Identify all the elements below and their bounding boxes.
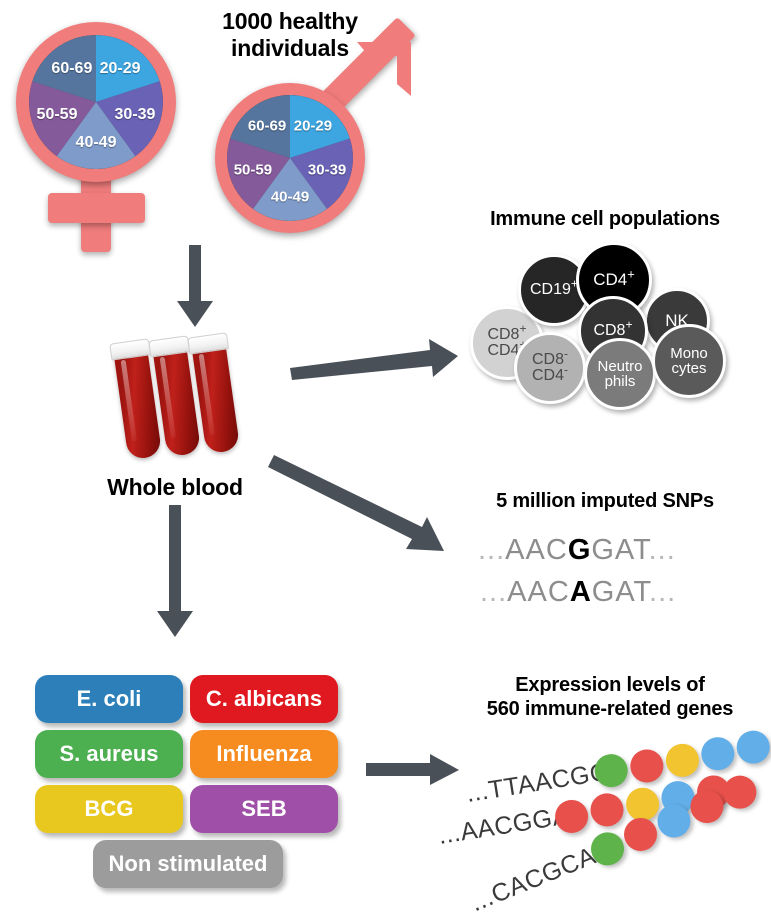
cell-cd8n-cd4n: CD8- CD4- [514,332,586,404]
snp-tail: GAT [591,576,650,608]
stimulus-e-coli[interactable]: E. coli [35,675,183,723]
snp-prefix: ... [480,576,508,608]
pie-slice-30-39 [290,138,353,209]
strand-bead [627,747,666,785]
stimulus-bcg[interactable]: BCG [35,785,183,833]
cell-label-sup1: + [627,266,635,282]
snp-variant: G [567,534,592,566]
gene-expression-strands: ...TTAACGG ...AACGGAT ...CACGCAA [436,728,771,917]
male-age-pie [227,95,353,221]
arrow-stimulation-to-expression [366,754,461,786]
cell-label-line1: CD8 [593,321,626,339]
strand-bead [698,734,737,773]
pie-slice-label-60-69: 60-69 [247,117,287,135]
pie-slice-label-50-59: 50-59 [36,105,78,123]
snps-title: 5 million imputed SNPs [496,490,714,512]
immune-cell-cluster: CD8+ CD4+ CD19+ CD4+ NK CD8+ [466,240,766,420]
stimulus-c-albicans[interactable]: C. albicans [190,675,338,723]
pie-slice-label-50-59: 50-59 [233,161,273,179]
cell-label-line1: CD4 [593,270,628,290]
stimulus-s-aureus[interactable]: S. aureus [35,730,183,778]
pie-slice-60-69 [230,95,290,158]
pie-slice-label-20-29: 20-29 [99,59,141,77]
cohort-title: 1000 healthy individuals [222,8,358,62]
female-pie-slices [29,35,163,169]
pie-slice-label-40-49: 40-49 [270,188,310,206]
arrow-cohort-to-blood [175,245,215,330]
cell-label-sup1: + [570,276,578,291]
snp-tail: GAT [591,534,649,566]
pie-slice-label-40-49: 40-49 [75,134,117,151]
cell-label-sup2: - [563,362,569,377]
pie-slice-40-49 [56,102,136,169]
arrow-blood-to-immune-cells [290,335,460,385]
female-gender-symbol: 20-29 30-39 40-49 50-59 60-69 [8,18,193,252]
cell-monocytes: Mono cytes [652,324,726,398]
snp-lead: AAC [507,576,570,608]
pie-slice-40-49 [252,158,328,221]
immune-cell-populations-title: Immune cell populations [490,208,720,230]
whole-blood-tubes [108,332,268,475]
pie-slice-30-39 [96,81,163,157]
cell-label-line1: Neutro [597,357,643,375]
pie-slice-label-60-69: 60-69 [51,59,93,77]
cell-label-line2: phils [604,373,636,390]
pie-slice-50-59 [29,81,96,157]
male-symbol-arrowhead [351,40,413,102]
pie-slice-20-29 [96,35,160,102]
strand-bead [718,770,762,814]
stimulus-influenza[interactable]: Influenza [190,730,338,778]
snp-allele-row: ...AACAGAT... [480,576,676,609]
cell-label-line2: cytes [671,360,707,377]
stimulation-panel: E. coli C. albicans S. aureus Influenza … [35,675,345,895]
snp-sequences: ...AACGGAT... ...AACAGAT... [478,528,748,620]
pie-slice-label-20-29: 20-29 [293,117,333,135]
arrow-blood-to-snps [268,455,452,560]
female-symbol-crossbar [48,193,145,223]
stimulus-non-stimulated[interactable]: Non stimulated [93,840,283,888]
cell-label-line1: Mono [670,344,708,362]
cell-label-line2: CD4 [487,342,520,359]
pie-slice-label-30-39: 30-39 [307,161,347,179]
pie-slice-label-30-39: 30-39 [114,105,156,123]
pie-slice-50-59 [227,138,290,209]
strand-bead [663,741,702,780]
arrow-blood-to-stimulation [155,505,195,640]
strand-bead [588,790,626,829]
cell-label-line1: CD8 [531,350,564,368]
female-age-pie [29,35,163,169]
cell-label-line2: CD4 [531,367,564,384]
cell-label-sup1: + [519,321,527,336]
snp-lead: AAC [505,534,568,566]
cell-label-line1: CD8 [487,325,520,343]
cell-label-line1: CD19 [529,280,571,298]
expression-levels-title: Expression levels of 560 immune-related … [486,674,734,720]
snp-suffix: ... [648,534,676,566]
strand-bead [734,728,771,766]
male-gender-symbol: 20-29 30-39 40-49 50-59 60-69 [205,17,420,240]
snp-suffix: ... [649,576,677,608]
whole-blood-label: Whole blood [107,474,243,500]
snp-prefix: ... [478,534,506,566]
cell-label-sup1: + [625,317,633,332]
pie-slice-60-69 [32,35,96,102]
cell-label-sup1: - [563,346,569,361]
stimulus-seb[interactable]: SEB [190,785,338,833]
snp-variant: A [569,576,592,608]
cell-neutrophils: Neutro phils [584,338,656,410]
male-pie-slices [227,95,353,221]
pie-slice-20-29 [290,95,350,158]
snp-allele-row: ...AACGGAT... [478,534,676,567]
